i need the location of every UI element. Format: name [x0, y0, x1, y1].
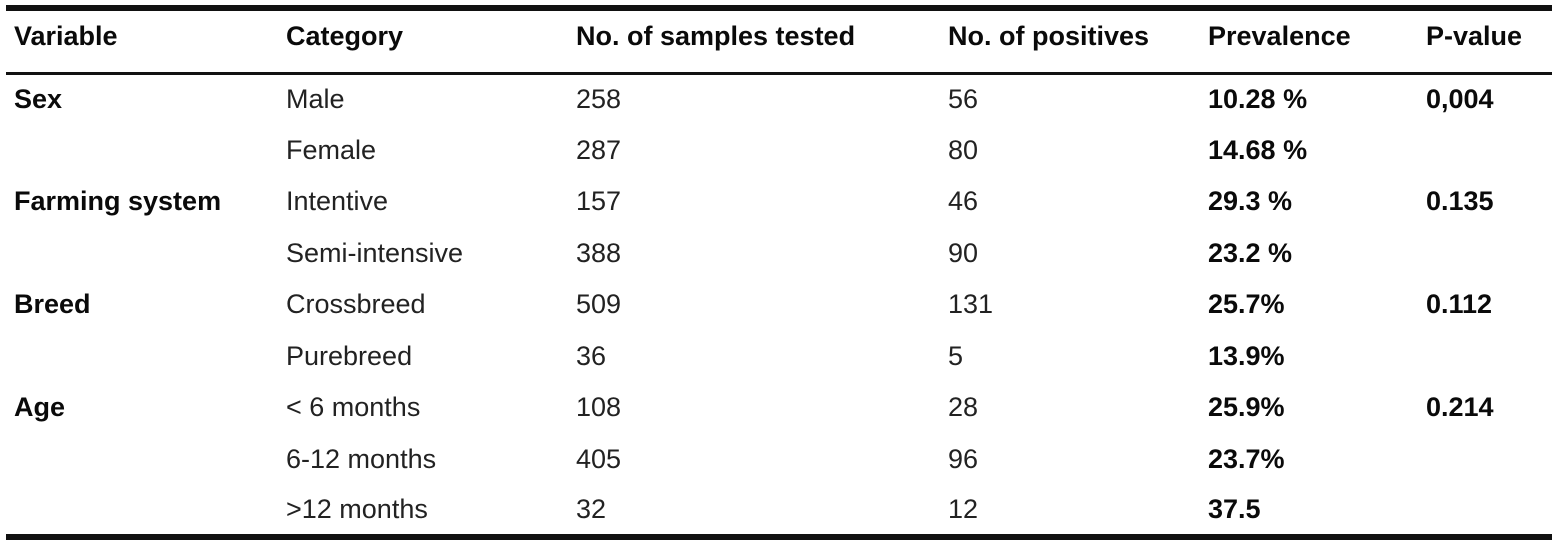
- cell-prevalence: 25.9%: [1208, 392, 1285, 423]
- cell-variable: [6, 485, 278, 537]
- table-row: Female 287 80 14.68 %: [6, 125, 1552, 177]
- cell-category: Male: [286, 84, 345, 114]
- cell-prevalence: 13.9%: [1208, 340, 1285, 371]
- cell-category: Purebreed: [286, 340, 413, 371]
- cell-positives: 80: [948, 134, 979, 165]
- cell-positives: 131: [948, 289, 994, 320]
- cell-variable: [6, 228, 278, 280]
- cell-samples: 509: [576, 289, 622, 320]
- cell-samples: 157: [576, 186, 622, 217]
- cell-positives: 12: [948, 493, 979, 524]
- cell-prevalence: 25.7%: [1208, 289, 1285, 320]
- cell-category: Female: [286, 134, 377, 165]
- cell-positives: 5: [948, 340, 964, 371]
- cell-pvalue: 0.214: [1426, 392, 1494, 423]
- cell-samples: 258: [576, 84, 622, 114]
- header-row: Variable Category No. of samples tested …: [6, 8, 1552, 75]
- col-header-pvalue: P-value: [1418, 8, 1552, 75]
- cell-samples: 108: [576, 392, 622, 423]
- cell-variable: [6, 434, 278, 486]
- cell-samples: 388: [576, 237, 622, 268]
- table-row: Purebreed 36 5 13.9%: [6, 331, 1552, 383]
- cell-prevalence: 14.68 %: [1208, 134, 1308, 165]
- col-header-samples: No. of samples tested: [568, 8, 940, 75]
- cell-category: < 6 months: [286, 392, 421, 423]
- cell-pvalue: [1418, 434, 1552, 486]
- cell-prevalence: 37.5: [1208, 493, 1261, 524]
- cell-variable: Age: [14, 392, 66, 423]
- cell-category: Semi-intensive: [286, 237, 464, 268]
- cell-category: 6-12 months: [286, 443, 437, 474]
- cell-pvalue: [1418, 485, 1552, 537]
- cell-samples: 32: [576, 493, 607, 524]
- cell-pvalue: 0,004: [1426, 84, 1494, 114]
- prevalence-table: Variable Category No. of samples tested …: [6, 5, 1552, 540]
- cell-variable: Farming system: [14, 186, 222, 217]
- cell-pvalue: [1418, 228, 1552, 280]
- table-row: >12 months 32 12 37.5: [6, 485, 1552, 537]
- cell-variable: [6, 331, 278, 383]
- cell-prevalence: 29.3 %: [1208, 186, 1293, 217]
- cell-variable: Sex: [14, 84, 63, 114]
- cell-prevalence: 23.2 %: [1208, 237, 1293, 268]
- table-row: Semi-intensive 388 90 23.2 %: [6, 228, 1552, 280]
- cell-positives: 90: [948, 237, 979, 268]
- table-row: Sex Male 258 56 10.28 % 0,004: [6, 73, 1552, 125]
- table-row: Age < 6 months 108 28 25.9% 0.214: [6, 382, 1552, 434]
- cell-samples: 405: [576, 443, 622, 474]
- cell-pvalue: [1418, 331, 1552, 383]
- cell-prevalence: 23.7%: [1208, 443, 1285, 474]
- cell-positives: 56: [948, 84, 979, 114]
- cell-pvalue: [1418, 125, 1552, 177]
- cell-samples: 36: [576, 340, 607, 371]
- cell-prevalence: 10.28 %: [1208, 84, 1308, 114]
- col-header-category: Category: [278, 8, 568, 75]
- cell-positives: 96: [948, 443, 979, 474]
- cell-category: Crossbreed: [286, 289, 426, 320]
- cell-samples: 287: [576, 134, 622, 165]
- cell-positives: 46: [948, 186, 979, 217]
- cell-positives: 28: [948, 392, 979, 423]
- table-row: Breed Crossbreed 509 131 25.7% 0.112: [6, 279, 1552, 331]
- cell-category: >12 months: [286, 493, 428, 524]
- table-row: Farming system Intentive 157 46 29.3 % 0.135: [6, 176, 1552, 228]
- cell-variable: Breed: [14, 289, 91, 320]
- col-header-variable: Variable: [6, 8, 278, 75]
- cell-pvalue: 0.112: [1426, 289, 1493, 320]
- col-header-prevalence: Prevalence: [1200, 8, 1418, 75]
- cell-pvalue: 0.135: [1426, 186, 1494, 217]
- cell-category: Intentive: [286, 186, 389, 217]
- col-header-positives: No. of positives: [940, 8, 1200, 75]
- table-row: 6-12 months 405 96 23.7%: [6, 434, 1552, 486]
- cell-variable: [6, 125, 278, 177]
